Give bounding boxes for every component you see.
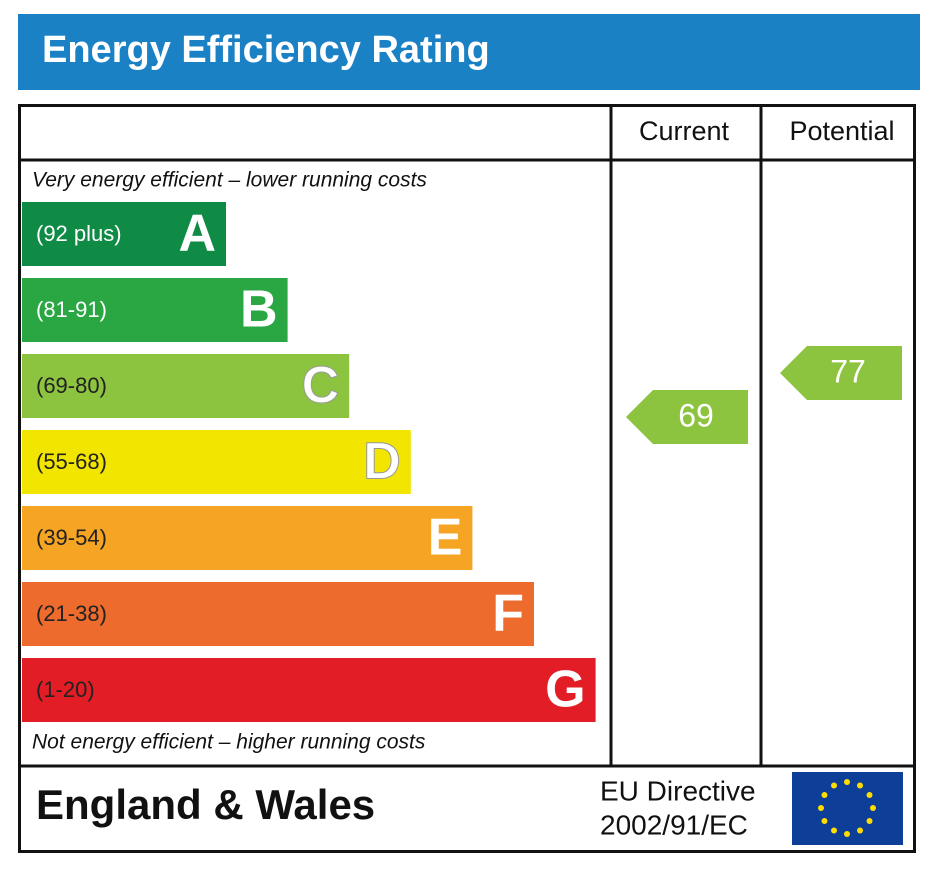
top-note: Very energy efficient – lower running co…	[32, 169, 427, 192]
title: Energy Efficiency Rating	[42, 29, 490, 71]
band	[22, 658, 596, 722]
title-bar	[18, 14, 920, 90]
eu-stars	[818, 779, 876, 837]
star	[844, 779, 850, 785]
band	[22, 278, 288, 342]
star	[831, 782, 837, 789]
star	[857, 827, 863, 834]
band-letter: D	[363, 433, 401, 491]
star	[870, 805, 876, 811]
star	[844, 831, 850, 837]
directive: 2002/91/EC	[600, 809, 748, 840]
star	[821, 818, 828, 824]
directive: EU Directive	[600, 775, 756, 806]
bands: (92 plus) A (81-91) B (69-80) C (55-68) D (39-54…	[22, 202, 596, 722]
band-range: (21-38)	[36, 601, 107, 626]
current-arrow: 69	[626, 390, 748, 444]
current-rating: 69	[678, 397, 714, 433]
band	[22, 582, 534, 646]
band	[22, 202, 226, 266]
column-header: Potential	[789, 116, 894, 146]
band	[22, 354, 350, 418]
band-letter: F	[492, 585, 524, 643]
star	[866, 792, 873, 798]
band-letter: B	[240, 281, 278, 339]
band	[22, 506, 473, 570]
band-range: (1-20)	[36, 677, 95, 702]
band-range: (69-80)	[36, 373, 107, 398]
band-letter: G	[545, 661, 585, 719]
potential-arrow: 77	[780, 346, 902, 400]
potential-rating: 77	[830, 353, 866, 389]
region: England & Wales	[36, 781, 375, 828]
band-letter: C	[302, 357, 340, 415]
column-header: Current	[639, 116, 730, 146]
star	[831, 827, 837, 834]
star	[821, 792, 828, 798]
arrow	[780, 346, 902, 400]
band-letter: A	[178, 205, 216, 263]
arrow	[626, 390, 748, 444]
star	[818, 805, 824, 811]
star	[857, 782, 863, 789]
frame	[18, 104, 916, 853]
band	[22, 430, 411, 494]
band-letter: E	[428, 509, 463, 567]
star	[866, 818, 873, 824]
band-range: (81-91)	[36, 297, 107, 322]
band-range: (92 plus)	[36, 221, 122, 246]
band-range: (55-68)	[36, 449, 107, 474]
bottom-note: Not energy efficient – higher running co…	[32, 731, 426, 754]
band-range: (39-54)	[36, 525, 107, 550]
